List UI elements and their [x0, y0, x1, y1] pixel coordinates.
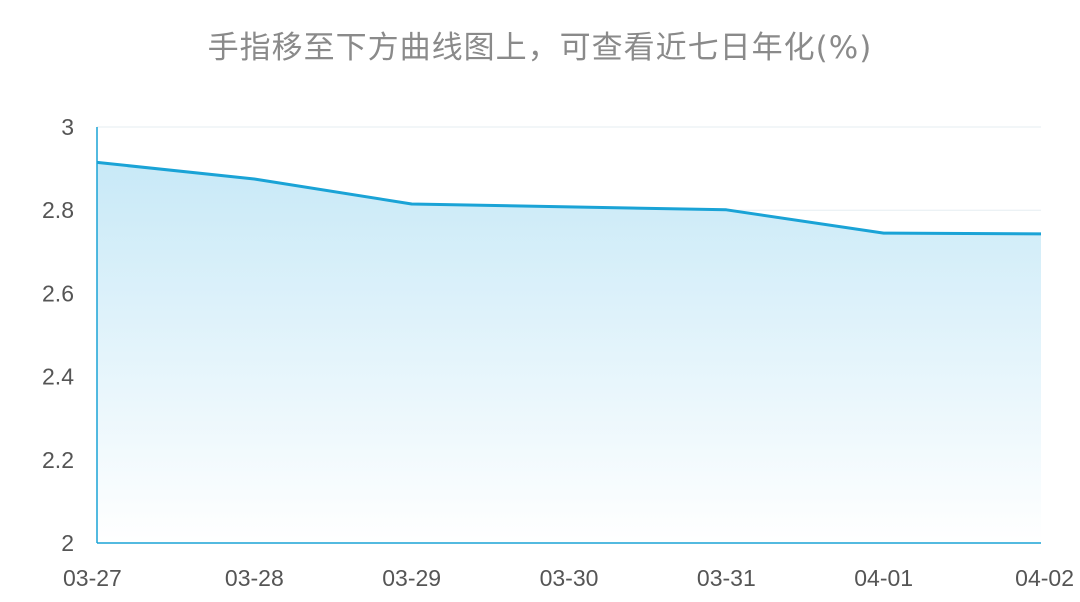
x-tick-label: 03-27 [63, 565, 122, 591]
x-tick-label: 03-31 [697, 565, 756, 591]
x-tick-label: 03-30 [540, 565, 599, 591]
x-tick-label: 03-29 [382, 565, 441, 591]
x-tick-label: 04-01 [854, 565, 913, 591]
chart-title: 手指移至下方曲线图上，可查看近七日年化(%) [207, 30, 873, 66]
series-area [97, 162, 1041, 543]
y-axis-ticks: 3 2.8 2.6 2.4 2.2 2 [42, 114, 74, 556]
x-tick-label: 03-28 [225, 565, 284, 591]
series-line [96, 160, 1042, 236]
y-tick-label: 2 [61, 530, 74, 556]
y-tick-label: 2.4 [42, 364, 74, 390]
x-tick-label: 04-02 [1015, 565, 1074, 591]
y-tick-label: 2.8 [42, 197, 74, 223]
y-tick-label: 2.6 [42, 280, 74, 306]
y-tick-label: 2.2 [42, 447, 74, 473]
x-axis-ticks: 03-27 03-28 03-29 03-30 03-31 04-01 04-02 [63, 565, 1074, 591]
y-tick-label: 3 [61, 114, 74, 140]
